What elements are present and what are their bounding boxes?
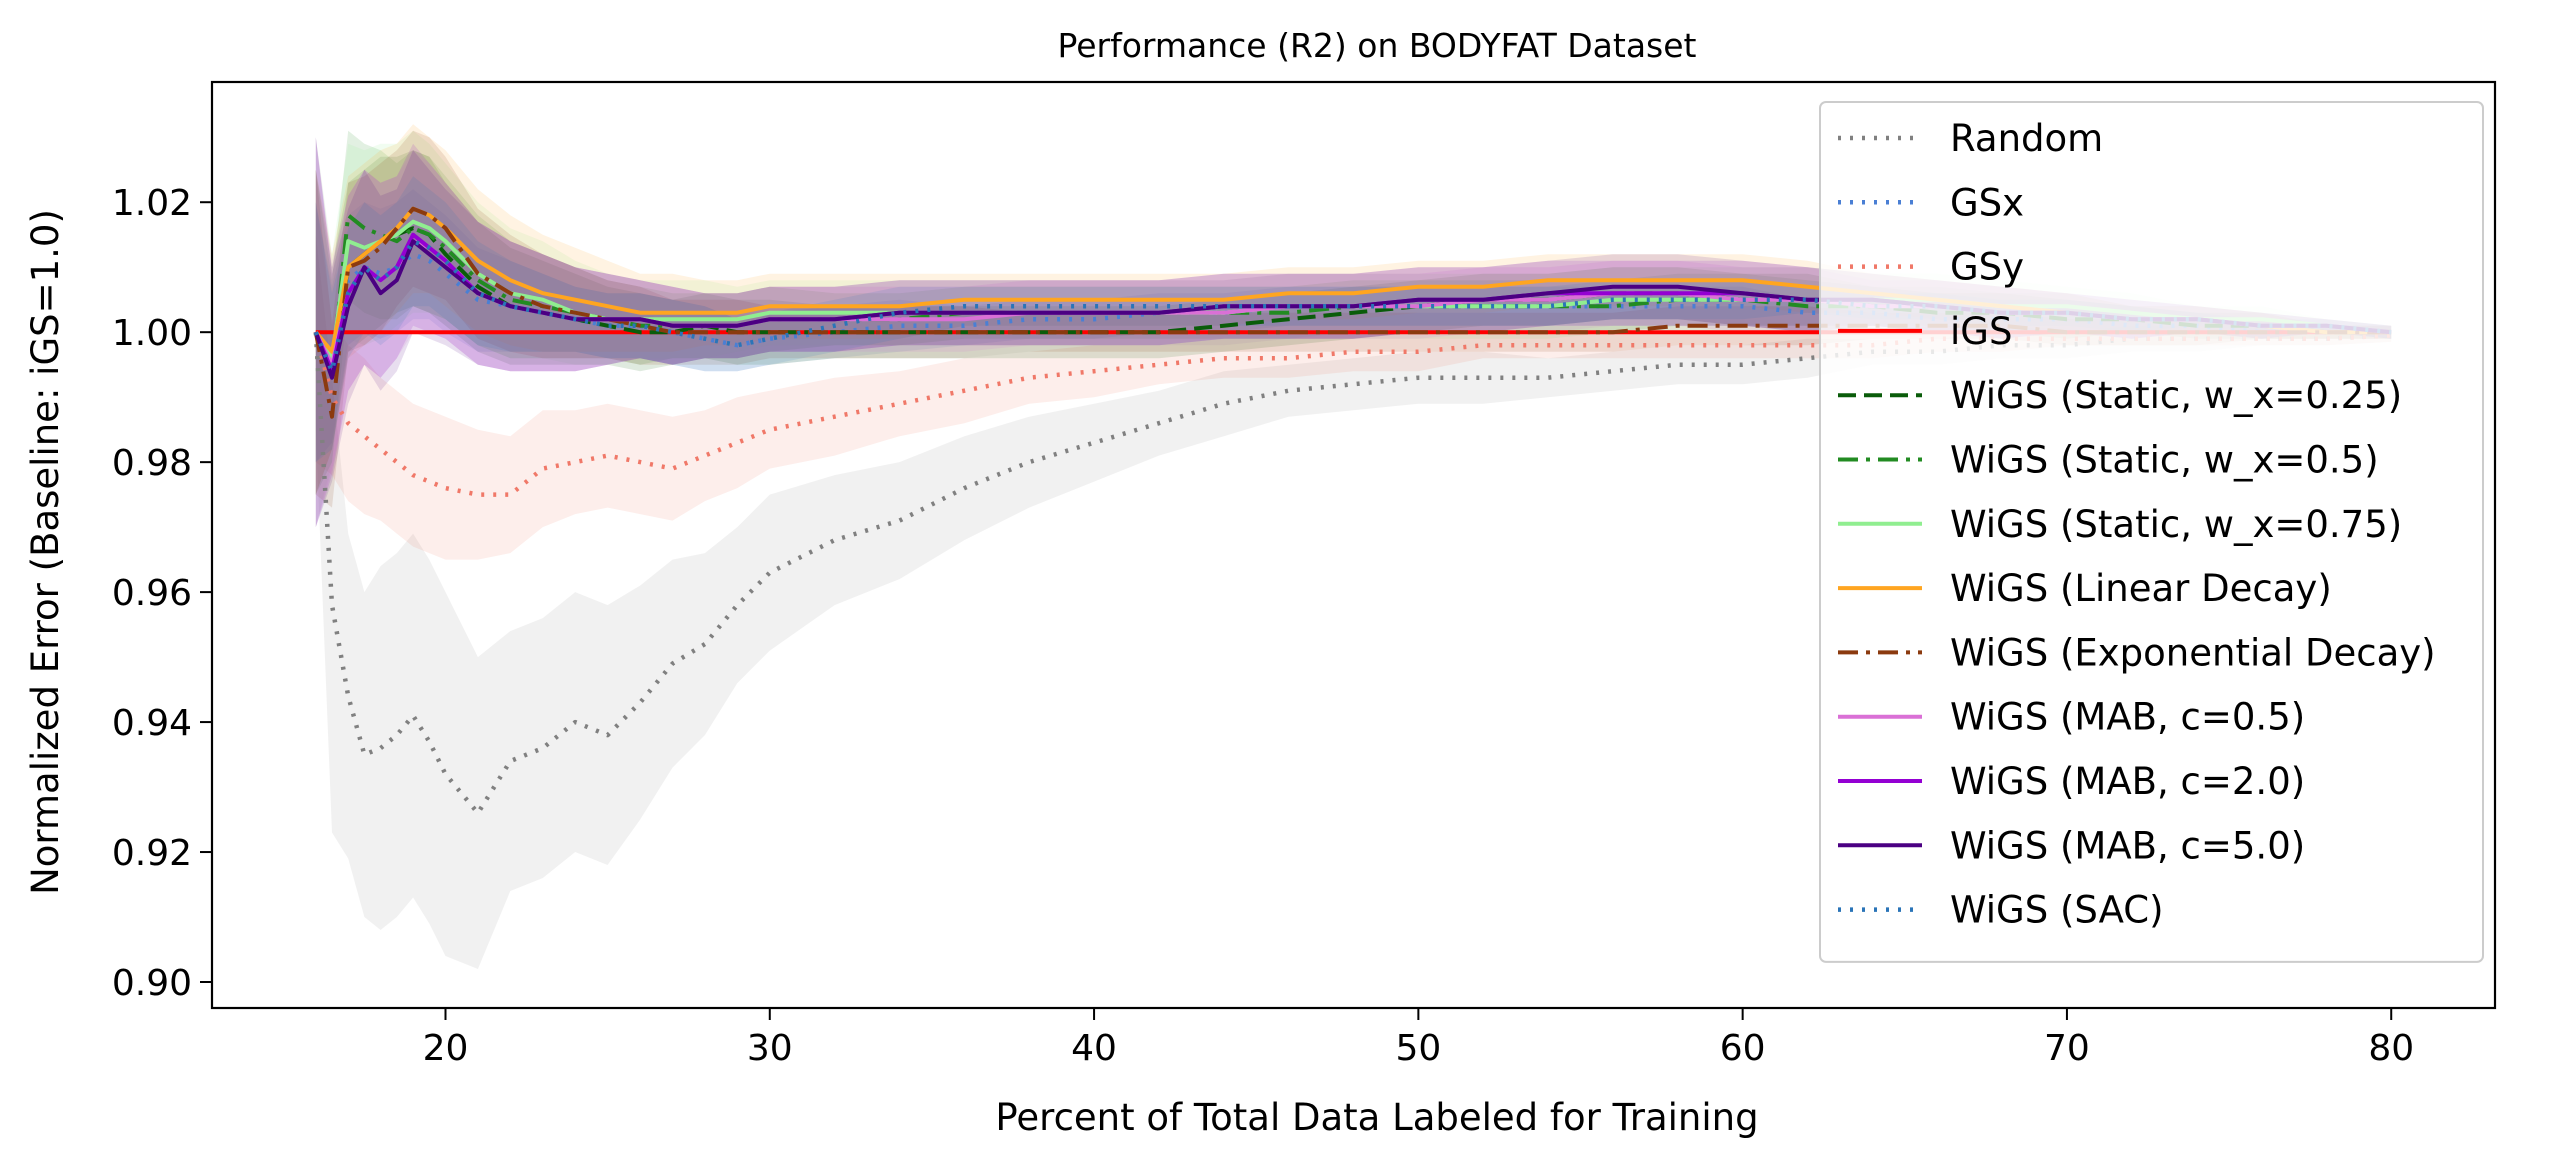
band-wigs-linear-decay [315,124,2392,495]
legend: Random GSx GSy iGS WiGS (Static, w_x=0.25) Wi… [1819,101,2484,963]
band-wigs-exponential-decay [315,130,2392,508]
x-tick-label: 40 [1071,1028,1117,1069]
legend-label-wigs-exponential-decay: WiGS (Exponential Decay) [1950,631,2436,674]
y-tick-label: 0.94 [112,703,192,744]
band-gsx [315,189,2392,463]
x-tick-label: 70 [2044,1028,2090,1069]
legend-label-wigs-linear-decay: WiGS (Linear Decay) [1950,567,2332,610]
legend-box [1819,101,2484,963]
series-line-wigs-exponential-decay [313,206,2392,419]
x-axis-title: Percent of Total Data Labeled for Traini… [995,1096,1758,1139]
legend-label-wigs-mab-c-5-0: WiGS (MAB, c=5.0) [1950,824,2305,867]
x-tick-label: 80 [2368,1028,2414,1069]
legend-label-gsy: GSy [1950,246,2024,289]
band-wigs-sac [315,176,2392,463]
chart-title: Performance (R2) on BODYFAT Dataset [1057,26,1696,65]
band-gsy [315,202,2392,560]
y-tick-label: 1.02 [112,183,192,224]
x-tick-label: 30 [747,1028,793,1069]
y-tick-label: 0.90 [112,963,192,1004]
legend-label-wigs-mab-c-0-5: WiGS (MAB, c=0.5) [1950,696,2305,739]
band-random [315,234,2392,969]
legend-label-wigs-static-w-x-0-75: WiGS (Static, w_x=0.75) [1950,503,2402,546]
axes: 20 30 40 50 60 70 80 0.90 0.92 0.94 0.96 0.98 1.00 1.… [112,80,2497,1069]
plot-frame [210,80,2497,1010]
y-axis-title: Normalized Error (Baseline: iGS=1.0) [24,209,67,895]
y-tick-label: 0.98 [112,443,192,484]
legend-label-igs: iGS [1950,310,2012,353]
x-tick-label: 20 [423,1028,469,1069]
y-tick-label: 1.00 [112,313,192,354]
band-wigs-static-w-x-0-25 [315,150,2392,495]
legend-label-gsx: GSx [1950,181,2024,224]
legend-label-wigs-static-w-x-0-5: WiGS (Static, w_x=0.5) [1950,439,2379,482]
legend-label-wigs-sac: WiGS (SAC) [1950,889,2164,932]
band-wigs-static-w-x-0-75 [315,130,2392,528]
legend-label-wigs-static-w-x-0-25: WiGS (Static, w_x=0.25) [1950,374,2402,417]
x-tick-label: 50 [1395,1028,1441,1069]
legend-label-random: Random [1950,117,2103,160]
y-tick-label: 0.96 [112,573,192,614]
legend-label-wigs-mab-c-2-0: WiGS (MAB, c=2.0) [1950,760,2305,803]
y-tick-label: 0.92 [112,833,192,874]
x-tick-label: 60 [1720,1028,1766,1069]
